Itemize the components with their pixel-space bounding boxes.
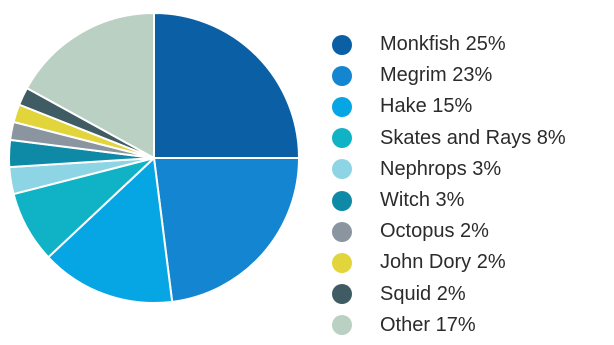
legend-item: Monkfish 25% (332, 29, 566, 60)
legend-item: John Dory 2% (332, 247, 566, 278)
legend-swatch (332, 315, 352, 336)
legend-swatch (332, 252, 352, 273)
legend-item: Other 17% (332, 310, 566, 341)
legend-item: Nephrops 3% (332, 154, 566, 185)
legend-label: John Dory 2% (380, 251, 506, 274)
legend-label: Skates and Rays 8% (380, 126, 566, 149)
legend-label: Hake 15% (380, 95, 473, 118)
chart-legend: Monkfish 25% Megrim 23% Hake 15% Skates and… (332, 29, 566, 341)
legend-item: Witch 3% (332, 185, 566, 216)
legend-item: Octopus 2% (332, 216, 566, 247)
pie-slice-megrim (152, 157, 301, 303)
legend-label: Witch 3% (380, 189, 465, 212)
legend-swatch (332, 65, 352, 86)
legend-label: Other 17% (380, 313, 476, 336)
legend-item: Megrim 23% (332, 60, 566, 91)
legend-item: Squid 2% (332, 279, 566, 310)
legend-item: Skates and Rays 8% (332, 123, 566, 154)
legend-label: Squid 2% (380, 282, 466, 305)
legend-swatch (332, 284, 352, 305)
legend-swatch (332, 159, 352, 180)
legend-swatch (332, 34, 352, 55)
legend-swatch (332, 128, 352, 149)
legend-item: Hake 15% (332, 91, 566, 122)
legend-label: Octopus 2% (380, 220, 489, 243)
pie-chart (8, 11, 301, 304)
legend-swatch (332, 190, 352, 211)
legend-label: Megrim 23% (380, 64, 493, 87)
pie-slice-hake (46, 155, 174, 304)
legend-label: Monkfish 25% (380, 33, 506, 56)
legend-label: Nephrops 3% (380, 157, 502, 180)
pie-slice-monkfish (153, 11, 301, 159)
legend-swatch (332, 96, 352, 117)
legend-swatch (332, 221, 352, 242)
pie-slice-other (25, 11, 155, 160)
